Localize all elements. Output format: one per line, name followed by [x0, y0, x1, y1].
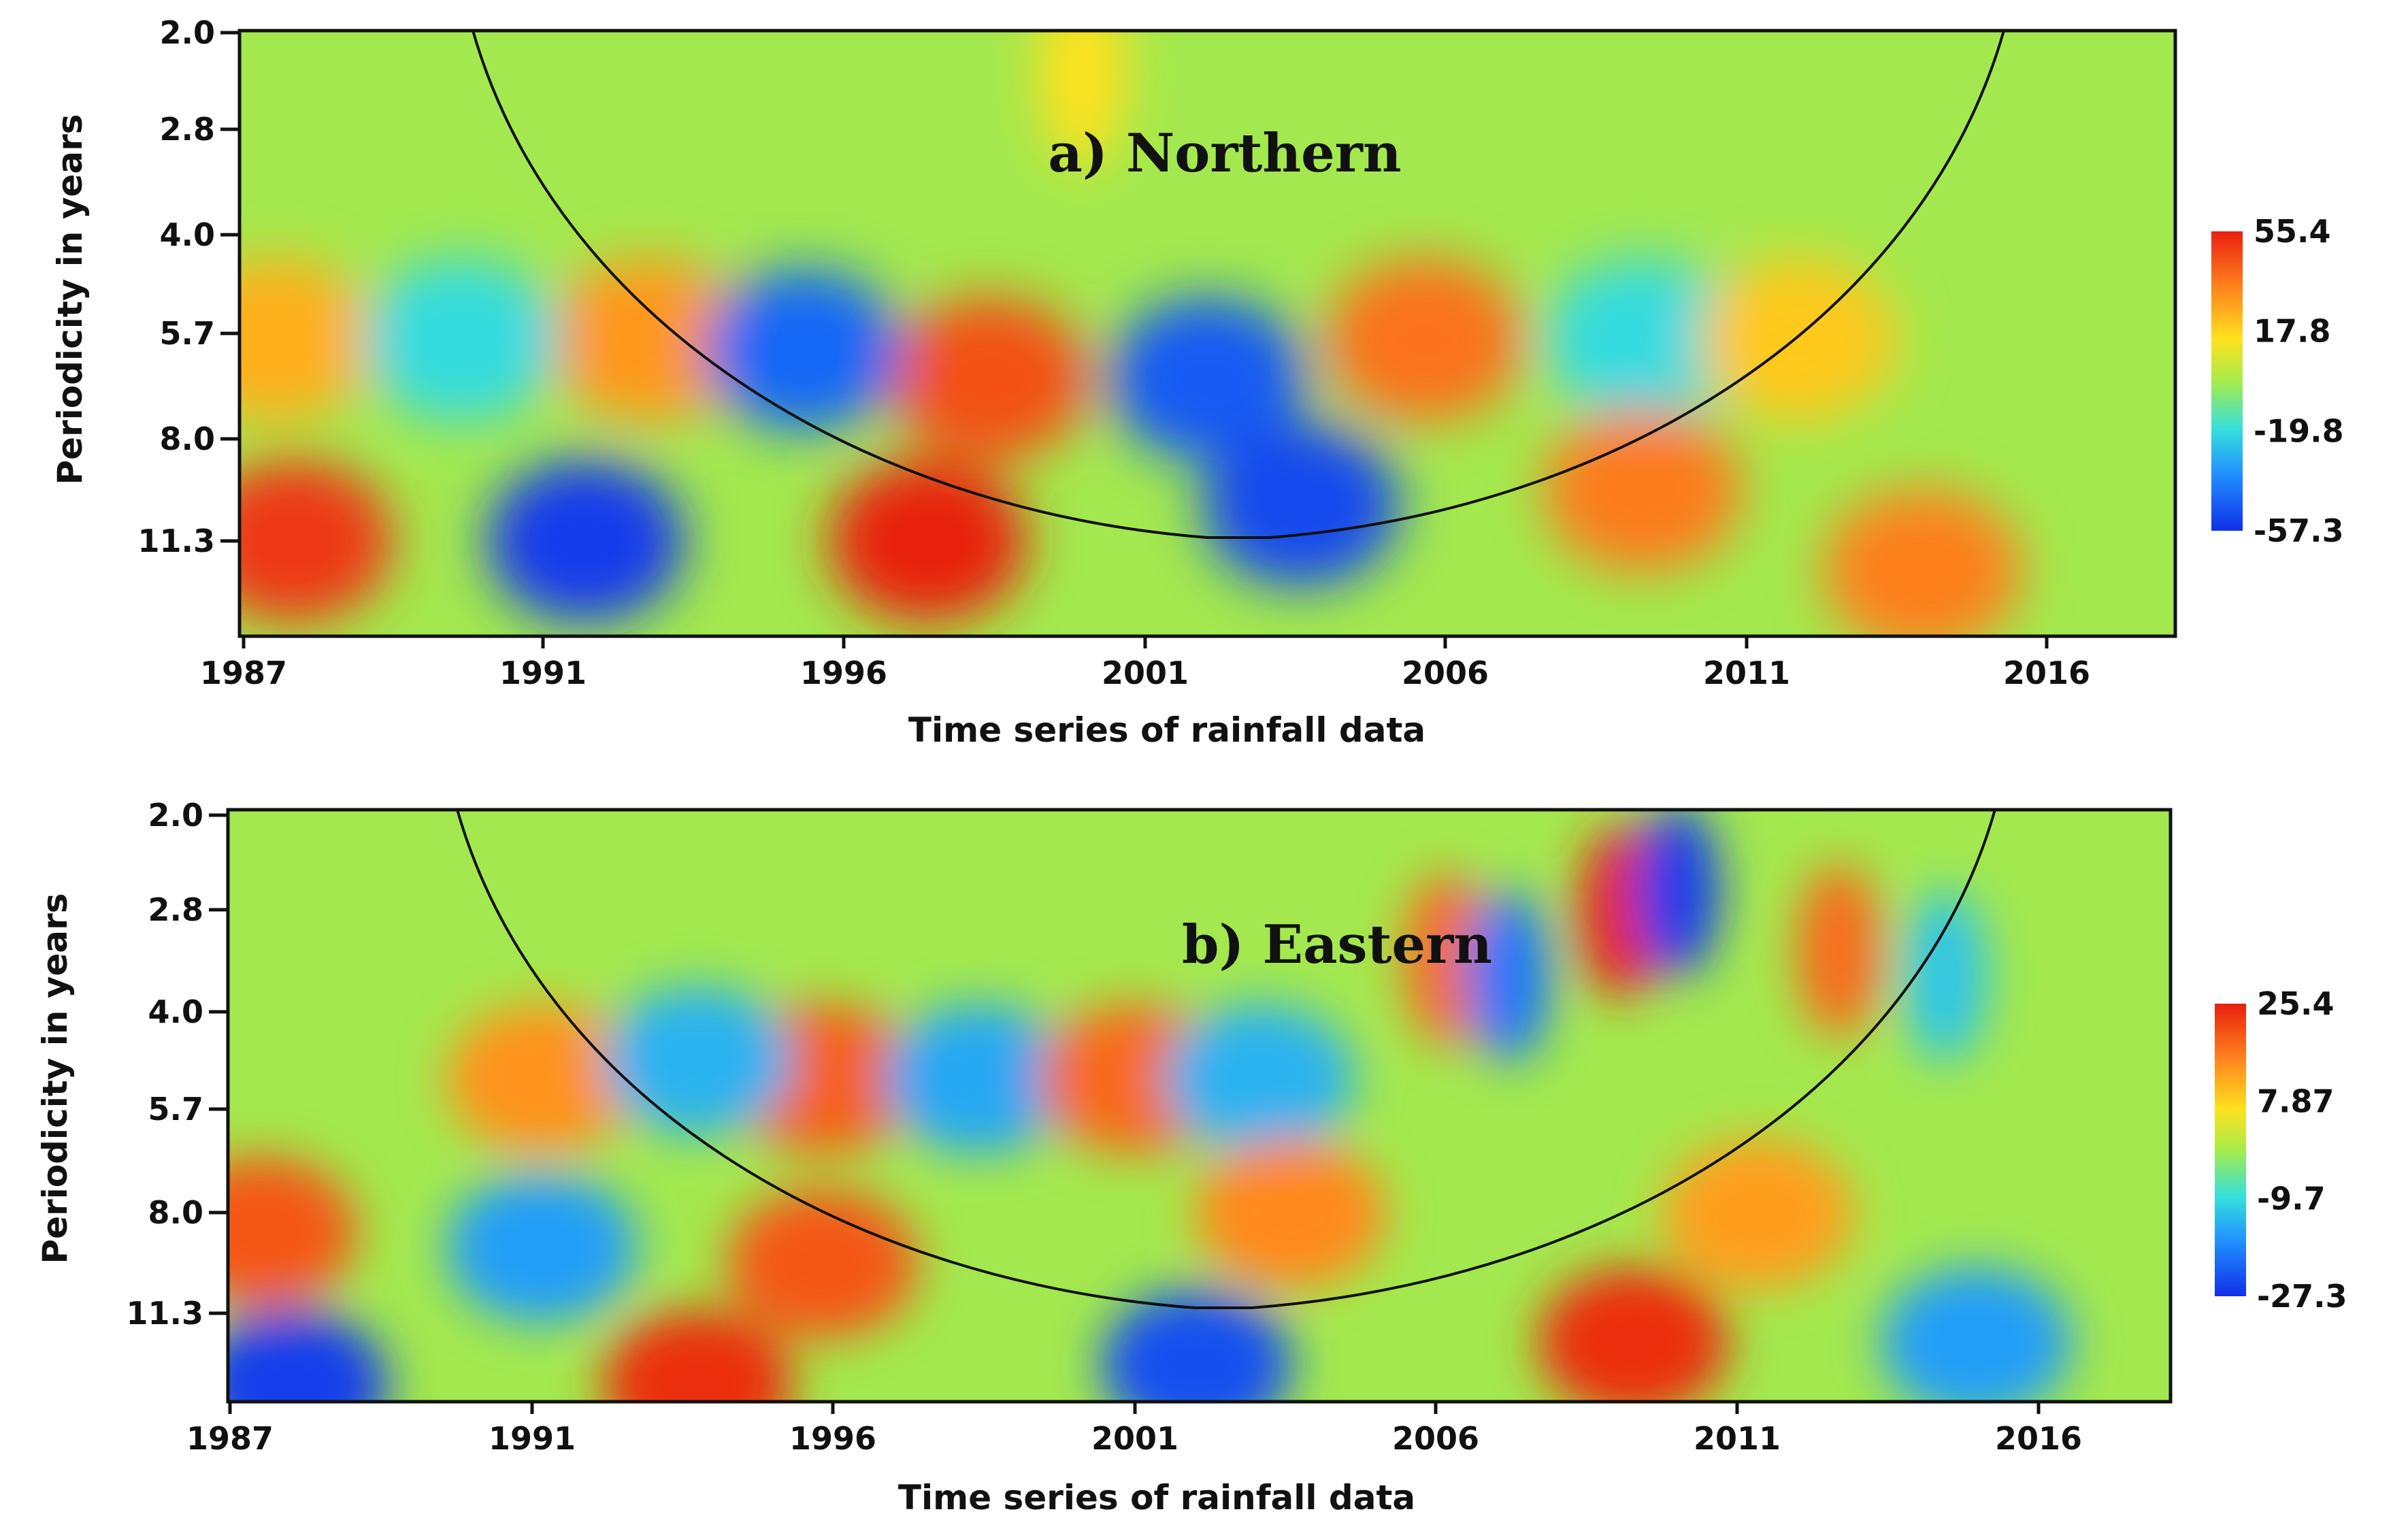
heatmap-feature [1881, 1267, 2072, 1402]
x-tick-label: 2001 [1102, 655, 1189, 691]
heatmap-feature [548, 258, 746, 422]
colorbar-tick-label: -57.3 [2254, 512, 2344, 549]
plot-frame [226, 808, 2173, 1404]
heatmap-feature [446, 1172, 638, 1323]
colorbar-scale [2211, 231, 2243, 531]
heatmap-feature [1699, 258, 1897, 422]
heatmap-feature [1465, 890, 1551, 1063]
colorbar-tick-label: 25.4 [2257, 985, 2335, 1022]
x-tick-label: 2016 [1995, 1420, 2082, 1457]
x-tick-label: 1996 [789, 1420, 876, 1457]
heatmap-feature [1195, 1139, 1386, 1289]
panel-title: a) Northern [1048, 122, 1401, 184]
colorbar-tick-label: 17.8 [2254, 313, 2331, 350]
cone-of-influence [472, 30, 2005, 539]
heatmap-feature [1101, 1289, 1292, 1402]
colorbar-tick-label: 7.87 [2257, 1083, 2335, 1119]
heatmap-feature [1662, 1139, 1853, 1289]
heatmap-feature [883, 1004, 1074, 1154]
heatmap-feature [829, 459, 1027, 623]
x-tick-label: 2006 [1392, 1420, 1479, 1457]
heatmap-feature [1824, 489, 2022, 636]
heatmap-feature [1403, 873, 1489, 1046]
colorbar-scale [2215, 1004, 2246, 1296]
heatmap-field [240, 31, 2022, 636]
y-tick-label: 11.3 [138, 523, 216, 559]
x-tick-label: 1987 [200, 655, 287, 691]
y-tick-label: 2.0 [148, 797, 204, 834]
heatmap-feature [891, 297, 1089, 461]
y-tick-label: 5.7 [160, 315, 216, 352]
x-tick-label: 1987 [186, 1420, 274, 1457]
y-tick-label: 4.0 [148, 993, 204, 1030]
heatmap-feature [240, 459, 393, 623]
heatmap-feature [362, 258, 560, 422]
heatmap-feature [1544, 258, 1742, 422]
heatmap-feature [1038, 31, 1127, 168]
x-tick-label: 2011 [1694, 1420, 1781, 1457]
heatmap-feature [1902, 890, 1988, 1063]
heatmap-feature [704, 268, 902, 432]
x-tick-label: 1991 [499, 655, 587, 691]
panel-northern: 2.0 2.8 4.0 5.7 8.0 11.3 1987 1991 1996 2001 2006… [50, 14, 2344, 750]
y-axis: 2.0 2.8 4.0 5.7 8.0 11.3 [138, 14, 240, 559]
panel-title: b) Eastern [1182, 914, 1492, 976]
x-tick-label: 2011 [1703, 655, 1790, 691]
x-axis-title: Time series of rainfall data [898, 1478, 1415, 1517]
cone-of-influence [456, 809, 1996, 1309]
heatmap-feature [240, 258, 374, 422]
colorbar-tick-label: -27.3 [2257, 1278, 2347, 1315]
x-axis: 1987 1991 1996 2001 2006 2011 2016 [200, 636, 2090, 691]
x-axis: 1987 1991 1996 2001 2006 2011 2016 [186, 1402, 2082, 1457]
y-axis-title: Periodicity in years [50, 114, 90, 484]
x-axis-title: Time series of rainfall data [908, 710, 1425, 750]
y-tick-label: 2.8 [148, 891, 204, 928]
heatmap-feature [228, 1156, 357, 1306]
heatmap-feature [1796, 864, 1882, 1037]
colorbar: 25.4 7.87 -9.7 -27.3 [2215, 985, 2347, 1315]
y-tick-label: 2.0 [160, 14, 216, 51]
heatmap-feature [1164, 1004, 1355, 1154]
heatmap-feature [1108, 297, 1306, 461]
heatmap-feature [486, 459, 685, 623]
x-tick-label: 1996 [800, 655, 887, 691]
y-tick-label: 5.7 [148, 1091, 204, 1127]
y-tick-label: 11.3 [127, 1295, 204, 1332]
colorbar-tick-label: 55.4 [2254, 213, 2331, 250]
y-tick-label: 2.8 [160, 111, 216, 148]
heatmap-feature [1544, 408, 1742, 572]
y-tick-label: 4.0 [160, 216, 216, 253]
heatmap-feature [228, 1310, 388, 1402]
heatmap-feature [1326, 258, 1524, 422]
heatmap-feature [602, 1310, 793, 1402]
y-axis: 2.0 2.8 4.0 5.7 8.0 11.3 [127, 797, 228, 1332]
heatmap-feature [1634, 810, 1720, 977]
heatmap-feature [1538, 1267, 1729, 1402]
y-axis-title: Periodicity in years [35, 893, 75, 1264]
colorbar-tick-label: -9.7 [2257, 1181, 2326, 1217]
heatmap-feature [602, 986, 793, 1136]
x-tick-label: 2016 [2003, 655, 2090, 691]
y-tick-label: 8.0 [148, 1194, 204, 1231]
x-tick-label: 2006 [1402, 655, 1489, 691]
heatmap-feature [727, 1188, 918, 1338]
x-tick-label: 2001 [1091, 1420, 1178, 1457]
y-tick-label: 8.0 [160, 421, 216, 457]
colorbar: 55.4 17.8 -19.8 -57.3 [2211, 213, 2344, 549]
x-tick-label: 1991 [489, 1420, 576, 1457]
colorbar-tick-label: -19.8 [2254, 412, 2344, 449]
heatmap-feature [1202, 423, 1400, 587]
heatmap-field [228, 810, 2072, 1402]
panel-eastern: 2.0 2.8 4.0 5.7 8.0 11.3 1987 1991 1996 2001 2006… [35, 797, 2347, 1517]
